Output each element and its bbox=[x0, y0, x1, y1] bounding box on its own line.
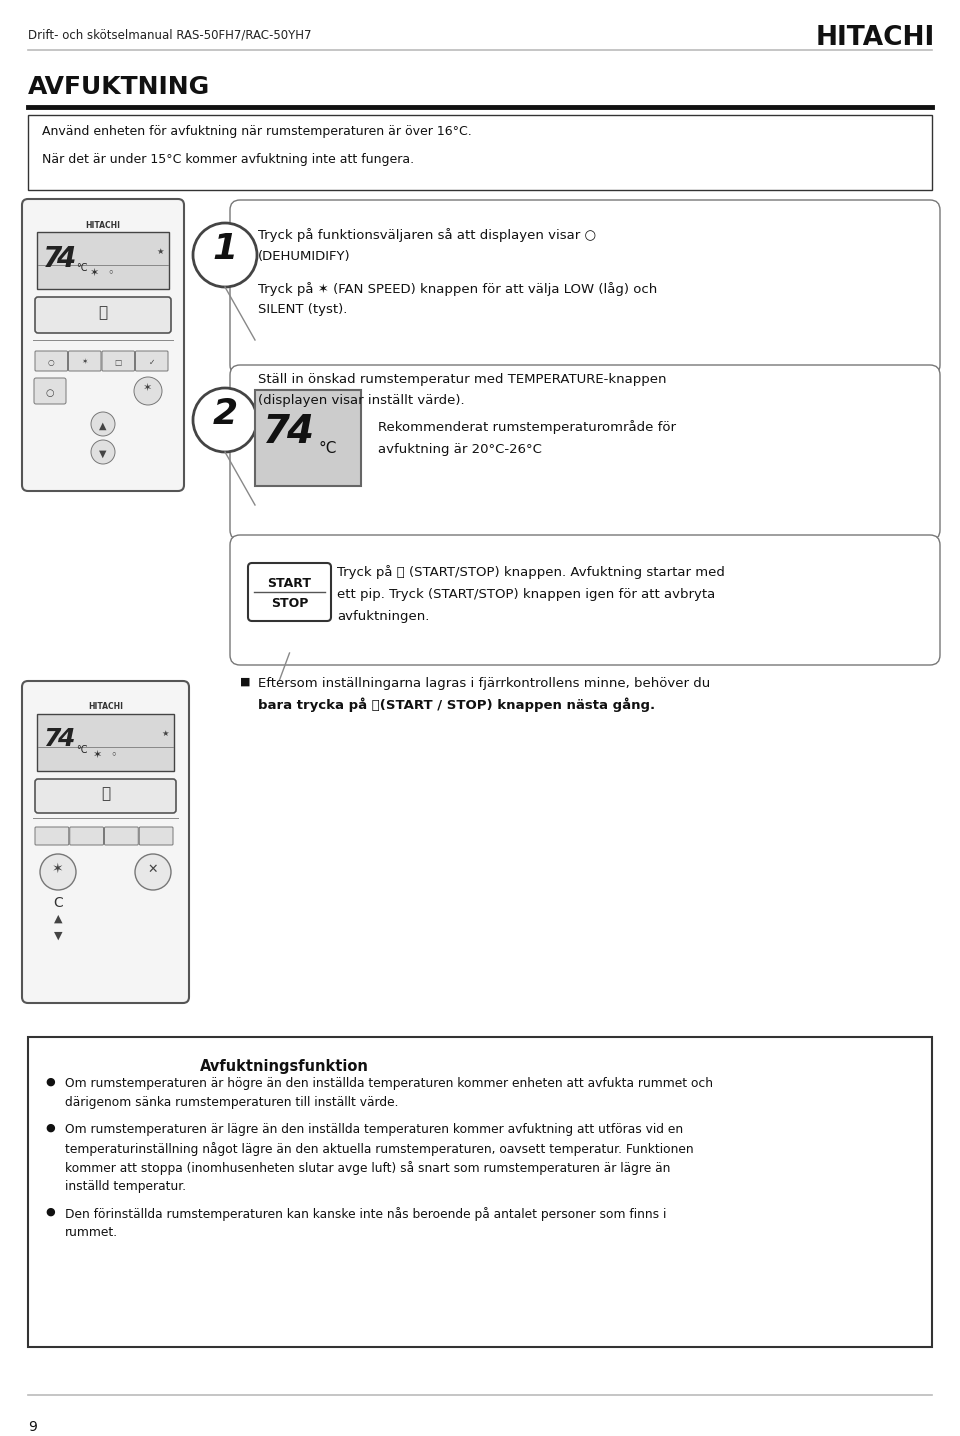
FancyBboxPatch shape bbox=[68, 350, 101, 370]
Text: C: C bbox=[53, 896, 62, 910]
Text: ★: ★ bbox=[161, 729, 169, 738]
Text: HITACHI: HITACHI bbox=[85, 221, 121, 230]
Text: ✶: ✶ bbox=[93, 750, 102, 760]
Text: HITACHI: HITACHI bbox=[816, 24, 935, 52]
Text: Rekommenderat rumstemperaturområde för: Rekommenderat rumstemperaturområde för bbox=[378, 419, 676, 434]
Text: Om rumstemperaturen är högre än den inställda temperaturen kommer enheten att av: Om rumstemperaturen är högre än den inst… bbox=[65, 1077, 713, 1090]
Text: (displayen visar inställt värde).: (displayen visar inställt värde). bbox=[258, 393, 465, 406]
Text: 7: 7 bbox=[42, 246, 61, 273]
Text: ▲: ▲ bbox=[99, 421, 107, 431]
Text: SILENT (tyst).: SILENT (tyst). bbox=[258, 303, 348, 316]
FancyBboxPatch shape bbox=[230, 536, 940, 665]
Text: ✶: ✶ bbox=[143, 383, 153, 393]
Text: Tryck på funktionsväljaren så att displayen visar ○: Tryck på funktionsväljaren så att displa… bbox=[258, 228, 596, 243]
FancyBboxPatch shape bbox=[37, 233, 169, 289]
FancyBboxPatch shape bbox=[135, 350, 168, 370]
Text: rummet.: rummet. bbox=[65, 1226, 118, 1239]
Text: ⓘ: ⓘ bbox=[101, 787, 110, 801]
Text: När det är under 15°C kommer avfuktning inte att fungera.: När det är under 15°C kommer avfuktning … bbox=[42, 154, 414, 167]
FancyBboxPatch shape bbox=[105, 827, 138, 844]
Text: °C: °C bbox=[76, 745, 87, 755]
Text: 4: 4 bbox=[57, 246, 76, 273]
Text: inställd temperatur.: inställd temperatur. bbox=[65, 1180, 186, 1193]
Text: ●: ● bbox=[45, 1123, 55, 1133]
Text: ✓: ✓ bbox=[149, 358, 155, 368]
FancyBboxPatch shape bbox=[139, 827, 173, 844]
Text: Eftersom inställningarna lagras i fjärrkontrollens minne, behöver du: Eftersom inställningarna lagras i fjärrk… bbox=[258, 676, 710, 691]
Circle shape bbox=[134, 378, 162, 405]
Text: bara trycka på ⓘ(START / STOP) knappen nästa gång.: bara trycka på ⓘ(START / STOP) knappen n… bbox=[258, 696, 655, 712]
Text: STOP: STOP bbox=[271, 597, 308, 610]
Text: ◦: ◦ bbox=[108, 269, 114, 279]
Text: Drift- och skötselmanual RAS-50FH7/RAC-50YH7: Drift- och skötselmanual RAS-50FH7/RAC-5… bbox=[28, 27, 311, 42]
Text: °C: °C bbox=[76, 263, 87, 273]
Circle shape bbox=[40, 854, 76, 890]
Circle shape bbox=[193, 223, 257, 287]
Text: Om rumstemperaturen är lägre än den inställda temperaturen kommer avfuktning att: Om rumstemperaturen är lägre än den inst… bbox=[65, 1123, 684, 1136]
Circle shape bbox=[135, 854, 171, 890]
Text: ett pip. Tryck (START/STOP) knappen igen för att avbryta: ett pip. Tryck (START/STOP) knappen igen… bbox=[337, 587, 715, 602]
FancyBboxPatch shape bbox=[35, 827, 69, 844]
Text: ✕: ✕ bbox=[148, 863, 158, 876]
Text: ○: ○ bbox=[48, 358, 55, 368]
Text: ▼: ▼ bbox=[54, 931, 62, 941]
FancyBboxPatch shape bbox=[230, 200, 940, 375]
Text: Den förinställda rumstemperaturen kan kanske inte nås beroende på antalet person: Den förinställda rumstemperaturen kan ka… bbox=[65, 1208, 666, 1221]
Text: avfuktning är 20°C-26°C: avfuktning är 20°C-26°C bbox=[378, 442, 541, 457]
FancyBboxPatch shape bbox=[28, 115, 932, 190]
Text: temperaturinställning något lägre än den aktuella rumstemperaturen, oavsett temp: temperaturinställning något lägre än den… bbox=[65, 1142, 694, 1156]
FancyBboxPatch shape bbox=[28, 1037, 932, 1347]
Text: ●: ● bbox=[45, 1208, 55, 1216]
Text: 4: 4 bbox=[58, 727, 75, 751]
Text: ✶: ✶ bbox=[82, 358, 88, 368]
Text: kommer att stoppa (inomhusenheten slutar avge luft) så snart som rumstemperature: kommer att stoppa (inomhusenheten slutar… bbox=[65, 1160, 670, 1175]
Text: Använd enheten för avfuktning när rumstemperaturen är över 16°C.: Använd enheten för avfuktning när rumste… bbox=[42, 125, 471, 138]
FancyBboxPatch shape bbox=[70, 827, 104, 844]
Text: ○: ○ bbox=[46, 388, 55, 398]
FancyBboxPatch shape bbox=[255, 391, 361, 485]
Text: Avfuktningsfunktion: Avfuktningsfunktion bbox=[200, 1058, 369, 1074]
Text: ●: ● bbox=[45, 1077, 55, 1087]
Text: Tryck på ⓘ (START/STOP) knappen. Avfuktning startar med: Tryck på ⓘ (START/STOP) knappen. Avfuktn… bbox=[337, 564, 725, 579]
Text: 2: 2 bbox=[212, 396, 237, 431]
Text: (DEHUMIDIFY): (DEHUMIDIFY) bbox=[258, 250, 350, 263]
Text: 1: 1 bbox=[212, 233, 237, 266]
Text: °C: °C bbox=[318, 441, 336, 457]
FancyBboxPatch shape bbox=[37, 714, 174, 771]
Text: ■: ■ bbox=[240, 676, 251, 686]
FancyBboxPatch shape bbox=[22, 200, 184, 491]
Text: Tryck på ✶ (FAN SPEED) knappen för att välja LOW (låg) och: Tryck på ✶ (FAN SPEED) knappen för att v… bbox=[258, 281, 658, 296]
Text: ▲: ▲ bbox=[54, 913, 62, 923]
FancyBboxPatch shape bbox=[22, 681, 189, 1002]
Text: □: □ bbox=[114, 358, 122, 368]
Text: ⓘ: ⓘ bbox=[99, 306, 108, 320]
Text: ★: ★ bbox=[156, 247, 164, 256]
FancyBboxPatch shape bbox=[35, 778, 176, 813]
FancyBboxPatch shape bbox=[34, 378, 66, 404]
Text: START: START bbox=[268, 577, 311, 590]
Text: avfuktningen.: avfuktningen. bbox=[337, 610, 429, 623]
FancyBboxPatch shape bbox=[248, 563, 331, 620]
Circle shape bbox=[193, 388, 257, 452]
FancyBboxPatch shape bbox=[230, 365, 940, 540]
Circle shape bbox=[91, 439, 115, 464]
Text: ▼: ▼ bbox=[99, 449, 107, 460]
FancyBboxPatch shape bbox=[35, 350, 67, 370]
Text: 9: 9 bbox=[28, 1420, 36, 1435]
Text: ◦: ◦ bbox=[110, 750, 117, 760]
FancyBboxPatch shape bbox=[35, 297, 171, 333]
Text: 7: 7 bbox=[43, 727, 60, 751]
Text: HITACHI: HITACHI bbox=[88, 702, 123, 711]
Text: Ställ in önskad rumstemperatur med TEMPERATURE-knappen: Ställ in önskad rumstemperatur med TEMPE… bbox=[258, 373, 666, 386]
Text: ✶: ✶ bbox=[52, 862, 63, 876]
Text: AVFUKTNING: AVFUKTNING bbox=[28, 75, 210, 99]
Text: ✶: ✶ bbox=[90, 269, 100, 279]
Circle shape bbox=[91, 412, 115, 437]
Text: därigenom sänka rumstemperaturen till inställt värde.: därigenom sänka rumstemperaturen till in… bbox=[65, 1096, 398, 1109]
Text: 4: 4 bbox=[286, 414, 314, 451]
Text: 7: 7 bbox=[262, 414, 290, 451]
FancyBboxPatch shape bbox=[102, 350, 134, 370]
